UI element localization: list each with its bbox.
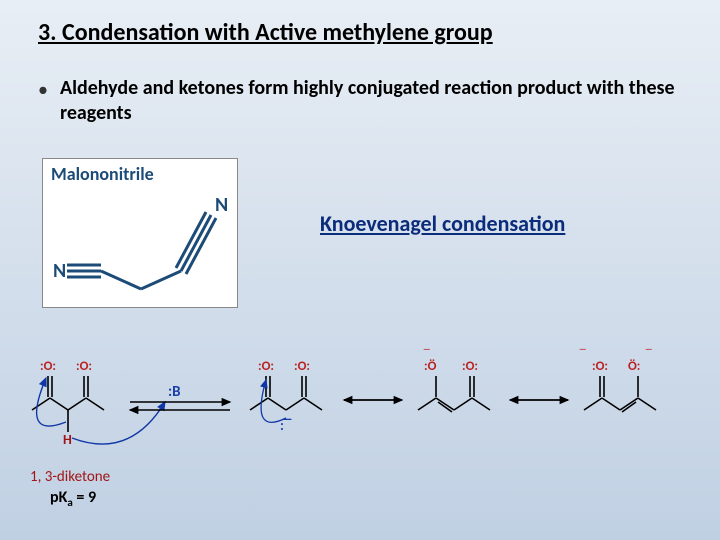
- svg-text::O:: :O:: [294, 359, 310, 374]
- pka-prefix: pK: [50, 488, 67, 507]
- svg-text:‾: ‾: [645, 348, 652, 361]
- svg-text::O:: :O:: [76, 359, 92, 374]
- svg-text:Ö:: Ö:: [628, 358, 640, 374]
- struct-diketone: :O: :O: H: [32, 359, 165, 448]
- svg-text:N: N: [53, 259, 66, 283]
- slide-title: 3. Condensation with Active methylene gr…: [38, 18, 493, 47]
- bullet-text: Aldehyde and ketones form highly conjuga…: [60, 76, 680, 126]
- base-label: :B: [168, 383, 181, 401]
- malononitrile-label: Malononitrile: [51, 163, 154, 185]
- svg-text:‾: ‾: [423, 348, 430, 361]
- knoevenagel-label: Knoevenagel condensation: [320, 210, 565, 237]
- struct-enolate-left: :Ö ‾ :O:: [418, 348, 490, 412]
- pka-suffix: = 9: [73, 488, 96, 507]
- svg-text:H: H: [63, 431, 72, 448]
- svg-text::O:: :O:: [258, 359, 274, 374]
- diketone-label: 1, 3-diketone: [30, 468, 110, 486]
- equilibrium-arrow: [130, 402, 230, 410]
- struct-carbanion: :O: :O: :‾: [250, 359, 322, 434]
- mechanism-diagram: :O: :O: H :B :O: :O: :‾: [10, 340, 710, 480]
- svg-text:‾: ‾: [579, 348, 586, 361]
- bullet-item: • Aldehyde and ketones form highly conju…: [38, 76, 680, 126]
- svg-text::O:: :O:: [462, 359, 478, 374]
- struct-enolate-right: :O: Ö: ‾ ‾: [579, 348, 656, 412]
- svg-text::O:: :O:: [40, 359, 56, 374]
- pka-label: pKa = 9: [50, 488, 96, 509]
- malononitrile-structure: Malononitrile N N: [42, 158, 238, 308]
- bullet-marker: •: [38, 78, 48, 102]
- svg-text:N: N: [215, 193, 228, 217]
- svg-text::O:: :O:: [592, 359, 608, 374]
